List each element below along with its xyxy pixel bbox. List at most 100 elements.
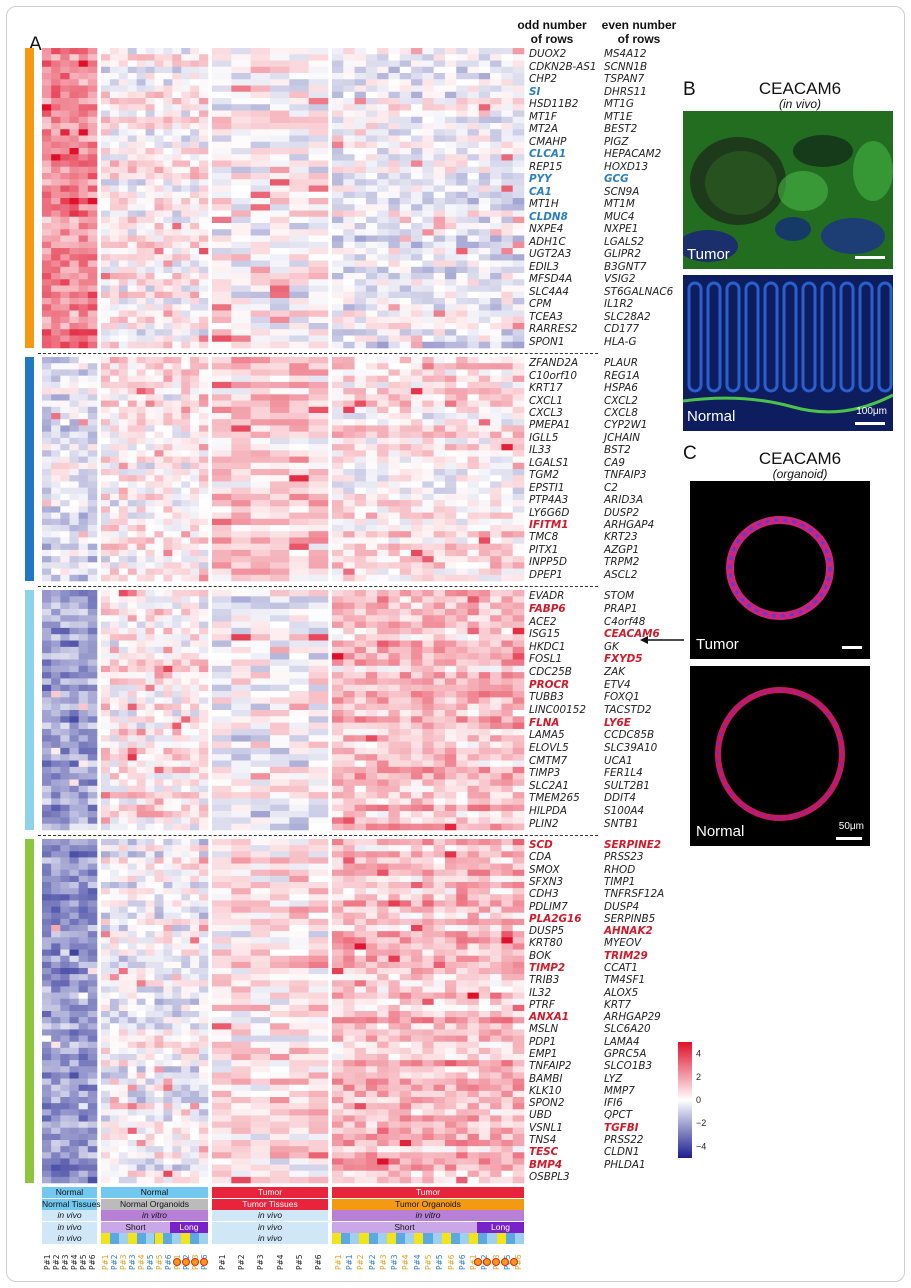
- heatmap-cell: [163, 198, 173, 205]
- heatmap-cell: [365, 703, 378, 711]
- heatmap-cell: [308, 369, 329, 376]
- panel-c-letter: C: [683, 443, 697, 464]
- heatmap-cell: [42, 615, 52, 622]
- heatmap-cell: [289, 487, 309, 495]
- heatmap-cell: [270, 235, 290, 243]
- heatmap-cell: [250, 248, 271, 255]
- heatmap-cell: [478, 811, 491, 818]
- heatmap-cell: [101, 400, 111, 408]
- heatmap-cell: [308, 697, 329, 704]
- heatmap-cell: [250, 329, 271, 336]
- heatmap-cell: [60, 506, 70, 513]
- heatmap-cell: [78, 210, 89, 218]
- heatmap-cell: [78, 400, 89, 408]
- heatmap-cell: [365, 413, 378, 420]
- heatmap-cell: [467, 469, 480, 476]
- heatmap-cell: [377, 419, 389, 426]
- heatmap-cell: [109, 722, 120, 730]
- heatmap-cell: [78, 481, 89, 488]
- heatmap-cell: [501, 98, 513, 105]
- heatmap-cell: [250, 198, 271, 205]
- heatmap-cell: [127, 602, 137, 610]
- heatmap-cell: [101, 475, 111, 482]
- heatmap-cell: [154, 216, 164, 224]
- heatmap-cell: [127, 98, 137, 105]
- heatmap-cell: [478, 73, 491, 80]
- heatmap-cell: [199, 773, 209, 780]
- heatmap-cell: [101, 792, 111, 799]
- heatmap-cell: [87, 543, 98, 551]
- heatmap-cell: [478, 596, 491, 603]
- heatmap-cell: [289, 741, 309, 749]
- heatmap-cell: [42, 556, 52, 563]
- heatmap-cell: [343, 135, 355, 143]
- heatmap-cell: [190, 747, 200, 755]
- heatmap-cell: [308, 210, 329, 218]
- heatmap-cell: [365, 116, 378, 124]
- heatmap-cell: [343, 400, 355, 408]
- heatmap-cell: [163, 684, 173, 692]
- heatmap-cell: [399, 506, 412, 513]
- heatmap-cell: [289, 216, 309, 224]
- heatmap-cell: [332, 66, 344, 74]
- heatmap-cell: [270, 525, 290, 532]
- heatmap-cell: [377, 437, 389, 445]
- heatmap-cell: [101, 728, 111, 736]
- heatmap-cell: [172, 493, 182, 501]
- heatmap-cell: [365, 179, 378, 186]
- heatmap-cell: [154, 316, 164, 324]
- heatmap-cell: [456, 394, 468, 401]
- heatmap-cell: [101, 266, 111, 274]
- heatmap-cell: [332, 216, 344, 224]
- heatmap-cell: [354, 375, 367, 383]
- heatmap-cell: [456, 779, 468, 787]
- heatmap-cell: [163, 363, 173, 370]
- heatmap-cell: [388, 406, 401, 414]
- heatmap-cell: [388, 665, 401, 673]
- heatmap-cell: [51, 369, 61, 376]
- heatmap-cell: [145, 747, 155, 755]
- heatmap-cell: [136, 191, 146, 199]
- heatmap-cell: [163, 475, 173, 482]
- heatmap-cell: [512, 419, 525, 426]
- heatmap-cell: [163, 98, 173, 105]
- heatmap-cell: [118, 66, 129, 74]
- heatmap-cell: [163, 779, 173, 787]
- heatmap-cell: [163, 369, 173, 376]
- heatmap-cell: [51, 381, 61, 389]
- heatmap-cell: [422, 173, 434, 180]
- heatmap-cell: [78, 406, 89, 414]
- heatmap-cell: [308, 665, 329, 673]
- heatmap-cell: [60, 444, 70, 451]
- heatmap-cell: [109, 697, 120, 704]
- heatmap-cell: [118, 754, 129, 761]
- heatmap-cell: [127, 568, 137, 576]
- heatmap-cell: [69, 760, 79, 768]
- heatmap-cell: [181, 792, 191, 799]
- heatmap-cell: [154, 646, 164, 654]
- heatmap-cell: [411, 710, 423, 717]
- heatmap-cell: [399, 123, 412, 130]
- heatmap-cell: [490, 747, 502, 755]
- heatmap-cell: [388, 779, 401, 787]
- heatmap-cell: [343, 710, 355, 717]
- heatmap-cell: [250, 735, 271, 742]
- heatmap-cell: [501, 179, 513, 186]
- heatmap-cell: [87, 273, 98, 280]
- heatmap-cell: [118, 266, 129, 274]
- heatmap-cell: [399, 487, 412, 495]
- heatmap-cell: [343, 235, 355, 243]
- heatmap-cell: [444, 672, 457, 679]
- heatmap-cell: [490, 531, 502, 538]
- heatmap-cell: [289, 285, 309, 293]
- heatmap-cell: [212, 335, 232, 343]
- heatmap-cell: [444, 304, 457, 311]
- heatmap-cell: [60, 266, 70, 274]
- heatmap-cell: [411, 437, 423, 445]
- heatmap-cell: [87, 792, 98, 799]
- heatmap-cell: [377, 110, 389, 118]
- heatmap-cell: [422, 450, 434, 457]
- heatmap-cell: [51, 248, 61, 255]
- heatmap-cell: [212, 697, 232, 704]
- heatmap-cell: [145, 735, 155, 742]
